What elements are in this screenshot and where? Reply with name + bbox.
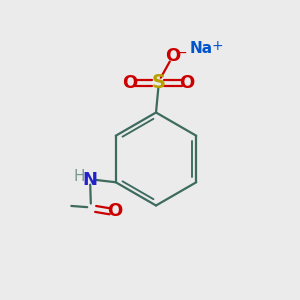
Text: N: N — [83, 171, 98, 189]
Text: Na: Na — [190, 41, 213, 56]
Text: O: O — [107, 202, 122, 220]
Text: O: O — [122, 74, 137, 92]
Text: H: H — [74, 169, 85, 184]
Text: S: S — [152, 73, 165, 92]
Text: +: + — [211, 39, 223, 53]
Text: O: O — [165, 47, 180, 65]
Text: O: O — [179, 74, 194, 92]
Text: −: − — [176, 46, 187, 59]
